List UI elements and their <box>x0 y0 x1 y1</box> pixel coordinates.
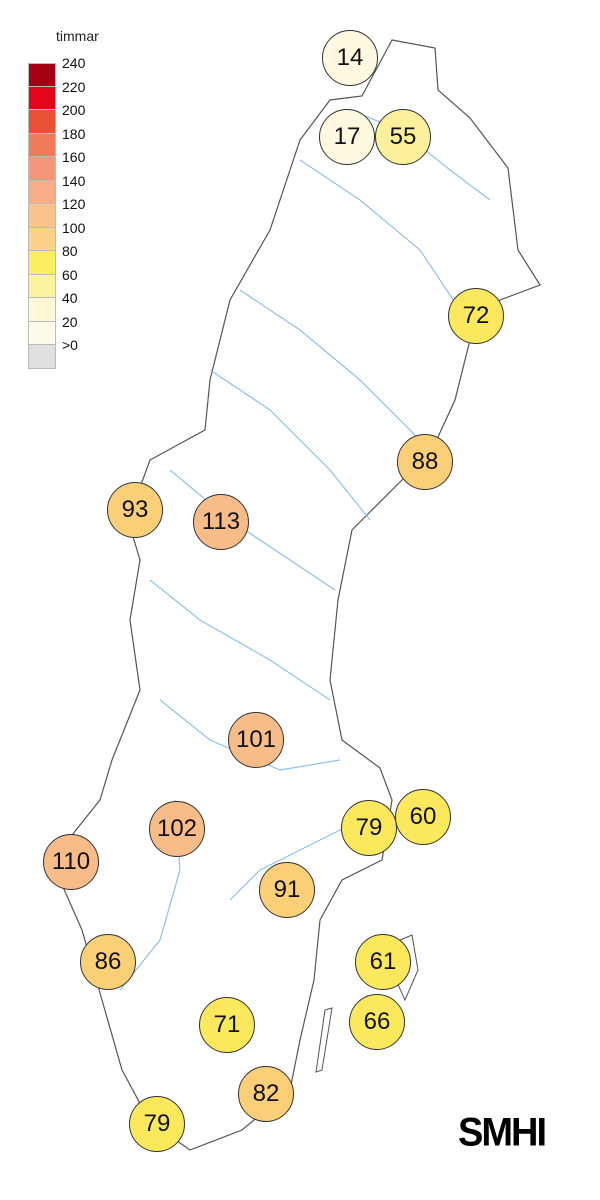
legend-swatch <box>28 321 56 345</box>
smhi-logo: SMHI <box>458 1110 547 1156</box>
legend-swatch <box>28 86 56 110</box>
station-marker: 82 <box>238 1066 294 1122</box>
legend-title: timmar <box>56 28 99 44</box>
legend-label: 60 <box>62 266 78 283</box>
legend-label: 100 <box>62 219 86 236</box>
station-marker: 79 <box>341 800 397 856</box>
legend-label: 140 <box>62 172 86 189</box>
station-marker: 101 <box>228 712 284 768</box>
station-marker: 55 <box>375 109 431 165</box>
legend-label: 80 <box>62 243 78 259</box>
station-marker: 14 <box>322 30 378 86</box>
legend-label: 160 <box>62 149 86 165</box>
station-marker: 17 <box>319 109 375 165</box>
oland-island <box>315 1007 333 1073</box>
station-marker: 72 <box>448 288 504 344</box>
station-marker: 102 <box>149 801 205 857</box>
legend-label: 200 <box>62 102 86 118</box>
legend-swatch <box>28 204 56 228</box>
station-marker: 91 <box>259 862 315 918</box>
legend-swatch <box>28 345 56 369</box>
legend-swatch <box>28 274 56 298</box>
station-marker: 60 <box>395 789 451 845</box>
legend-swatch <box>28 157 56 181</box>
legend-label: 220 <box>62 78 86 95</box>
legend-label: 120 <box>62 196 86 212</box>
legend-label: 40 <box>62 290 78 306</box>
station-marker: 110 <box>43 834 99 890</box>
legend-swatch <box>28 110 56 134</box>
station-marker: 66 <box>349 994 405 1050</box>
legend: 240 220 200 180 160 140 120 100 80 60 40 20 >0 <box>28 55 85 369</box>
station-marker: 88 <box>397 434 453 490</box>
legend-label: 180 <box>62 125 86 142</box>
legend-swatch <box>28 251 56 275</box>
legend-label: 20 <box>62 313 78 330</box>
legend-swatch <box>28 298 56 322</box>
station-marker: 113 <box>193 494 249 550</box>
legend-label: >0 <box>62 337 78 353</box>
legend-swatch <box>28 63 56 87</box>
station-marker: 61 <box>355 934 411 990</box>
station-marker: 71 <box>199 997 255 1053</box>
station-marker: 79 <box>129 1096 185 1152</box>
legend-swatch <box>28 227 56 251</box>
legend-swatch <box>28 133 56 157</box>
station-marker: 93 <box>107 482 163 538</box>
legend-label: 240 <box>62 55 86 71</box>
station-marker: 86 <box>80 934 136 990</box>
legend-swatch <box>28 180 56 204</box>
